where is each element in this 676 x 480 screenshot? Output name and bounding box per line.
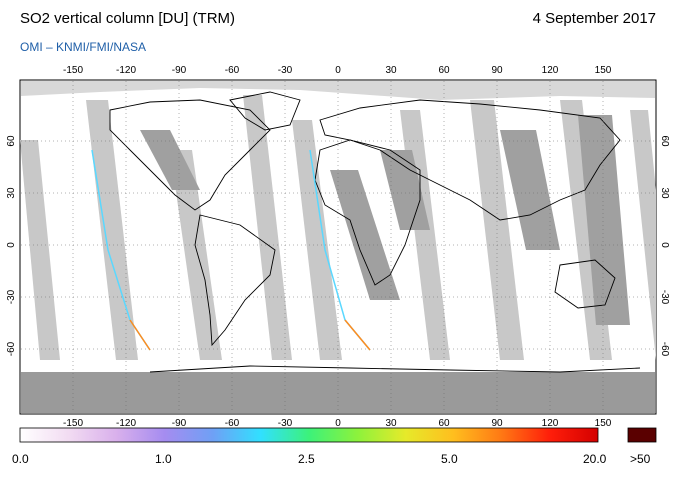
top-lon-ticks: -150 -120 -90 -60 -30 0 30 60 90 120 150 [63, 65, 612, 76]
orbit-gap-swath [292, 120, 342, 360]
north-america-coast [109, 99, 271, 211]
orbit-gap-swath [243, 95, 292, 360]
lat-tick-left: 60 [6, 135, 17, 147]
colorbar-label-2: 2.5 [298, 452, 315, 466]
orbit-dark-swath [578, 115, 630, 325]
lon-tick-top: 0 [335, 65, 341, 76]
orbit-dark-swath [500, 130, 560, 250]
greenland-coast [229, 91, 301, 131]
bottom-lon-ticks: -150 -120 -90 -60 -30 0 30 60 90 120 150 [63, 418, 612, 429]
swath-edge-streaks [91, 149, 371, 351]
orbit-dark-swath [380, 150, 430, 230]
map-date: 4 September 2017 [532, 10, 656, 27]
lat-tick-right: -60 [659, 342, 670, 357]
lon-tick-top: -120 [116, 65, 136, 76]
colorbar-label-4: 20.0 [583, 452, 607, 466]
orbit-gap-swaths [20, 95, 656, 360]
eurasia-coast [319, 99, 621, 221]
lon-tick-top: -30 [278, 65, 293, 76]
lon-tick-bottom: 90 [491, 418, 503, 429]
lon-tick-bottom: 120 [542, 418, 559, 429]
orbit-gap-swath [86, 100, 138, 360]
map-title: SO2 vertical column [DU] (TRM) [20, 10, 236, 27]
orbit-dark-swath [330, 170, 400, 300]
lat-tick-right: 30 [659, 187, 670, 199]
lon-tick-bottom: 30 [385, 418, 397, 429]
orbit-gap-swath [630, 110, 656, 360]
lon-tick-top: 120 [542, 65, 559, 76]
swath-edge-streak [129, 319, 151, 351]
africa-coast [314, 139, 421, 286]
lon-tick-top: 30 [385, 65, 397, 76]
lon-tick-bottom: 60 [438, 418, 450, 429]
orbit-dark-swaths [140, 115, 630, 325]
colorbar-label-3: 5.0 [441, 452, 458, 466]
north-polar-no-data [21, 81, 655, 100]
colorbar-overflow-swatch [627, 427, 657, 443]
antarctica-coast [149, 365, 641, 373]
lon-tick-bottom: -60 [225, 418, 240, 429]
lon-tick-top: 60 [438, 65, 450, 76]
lon-tick-bottom: -120 [116, 418, 136, 429]
orbit-gap-swath [20, 140, 60, 360]
map-panel [19, 79, 657, 415]
coastlines [109, 91, 641, 373]
left-lat-ticks: 60 30 0 -30 -60 [6, 135, 17, 356]
orbit-dark-swath [140, 130, 200, 190]
colorbar-overflow-label: >50 [630, 452, 651, 466]
lon-tick-top: 150 [595, 65, 612, 76]
lon-tick-bottom: 150 [595, 418, 612, 429]
data-source-subtitle: OMI – KNMI/FMI/NASA [20, 40, 147, 54]
lat-tick-left: -60 [6, 341, 17, 356]
lon-tick-top: -60 [225, 65, 240, 76]
colorbar-label-0: 0.0 [12, 452, 29, 466]
lon-tick-bottom: 0 [335, 418, 341, 429]
colorbar [19, 427, 599, 443]
lat-tick-right: 60 [659, 135, 670, 147]
lon-tick-top: -90 [172, 65, 187, 76]
lat-tick-right: 0 [659, 242, 670, 248]
lon-tick-top: 90 [491, 65, 503, 76]
orbit-gap-swath [470, 100, 524, 360]
lon-tick-bottom: -30 [278, 418, 293, 429]
australia-coast [554, 259, 616, 309]
lat-tick-left: -30 [6, 289, 17, 304]
lon-tick-top: -150 [63, 65, 83, 76]
right-lat-ticks: 60 30 0 -30 -60 [659, 135, 670, 356]
south-america-coast [194, 214, 276, 347]
colorbar-label-1: 1.0 [155, 452, 172, 466]
south-polar-no-data [21, 372, 655, 413]
lat-tick-right: -30 [659, 290, 670, 305]
lon-tick-bottom: -150 [63, 418, 83, 429]
lat-tick-left: 0 [6, 242, 17, 248]
lon-tick-bottom: -90 [172, 418, 187, 429]
lat-tick-left: 30 [6, 187, 17, 199]
swath-edge-streak [344, 319, 371, 351]
